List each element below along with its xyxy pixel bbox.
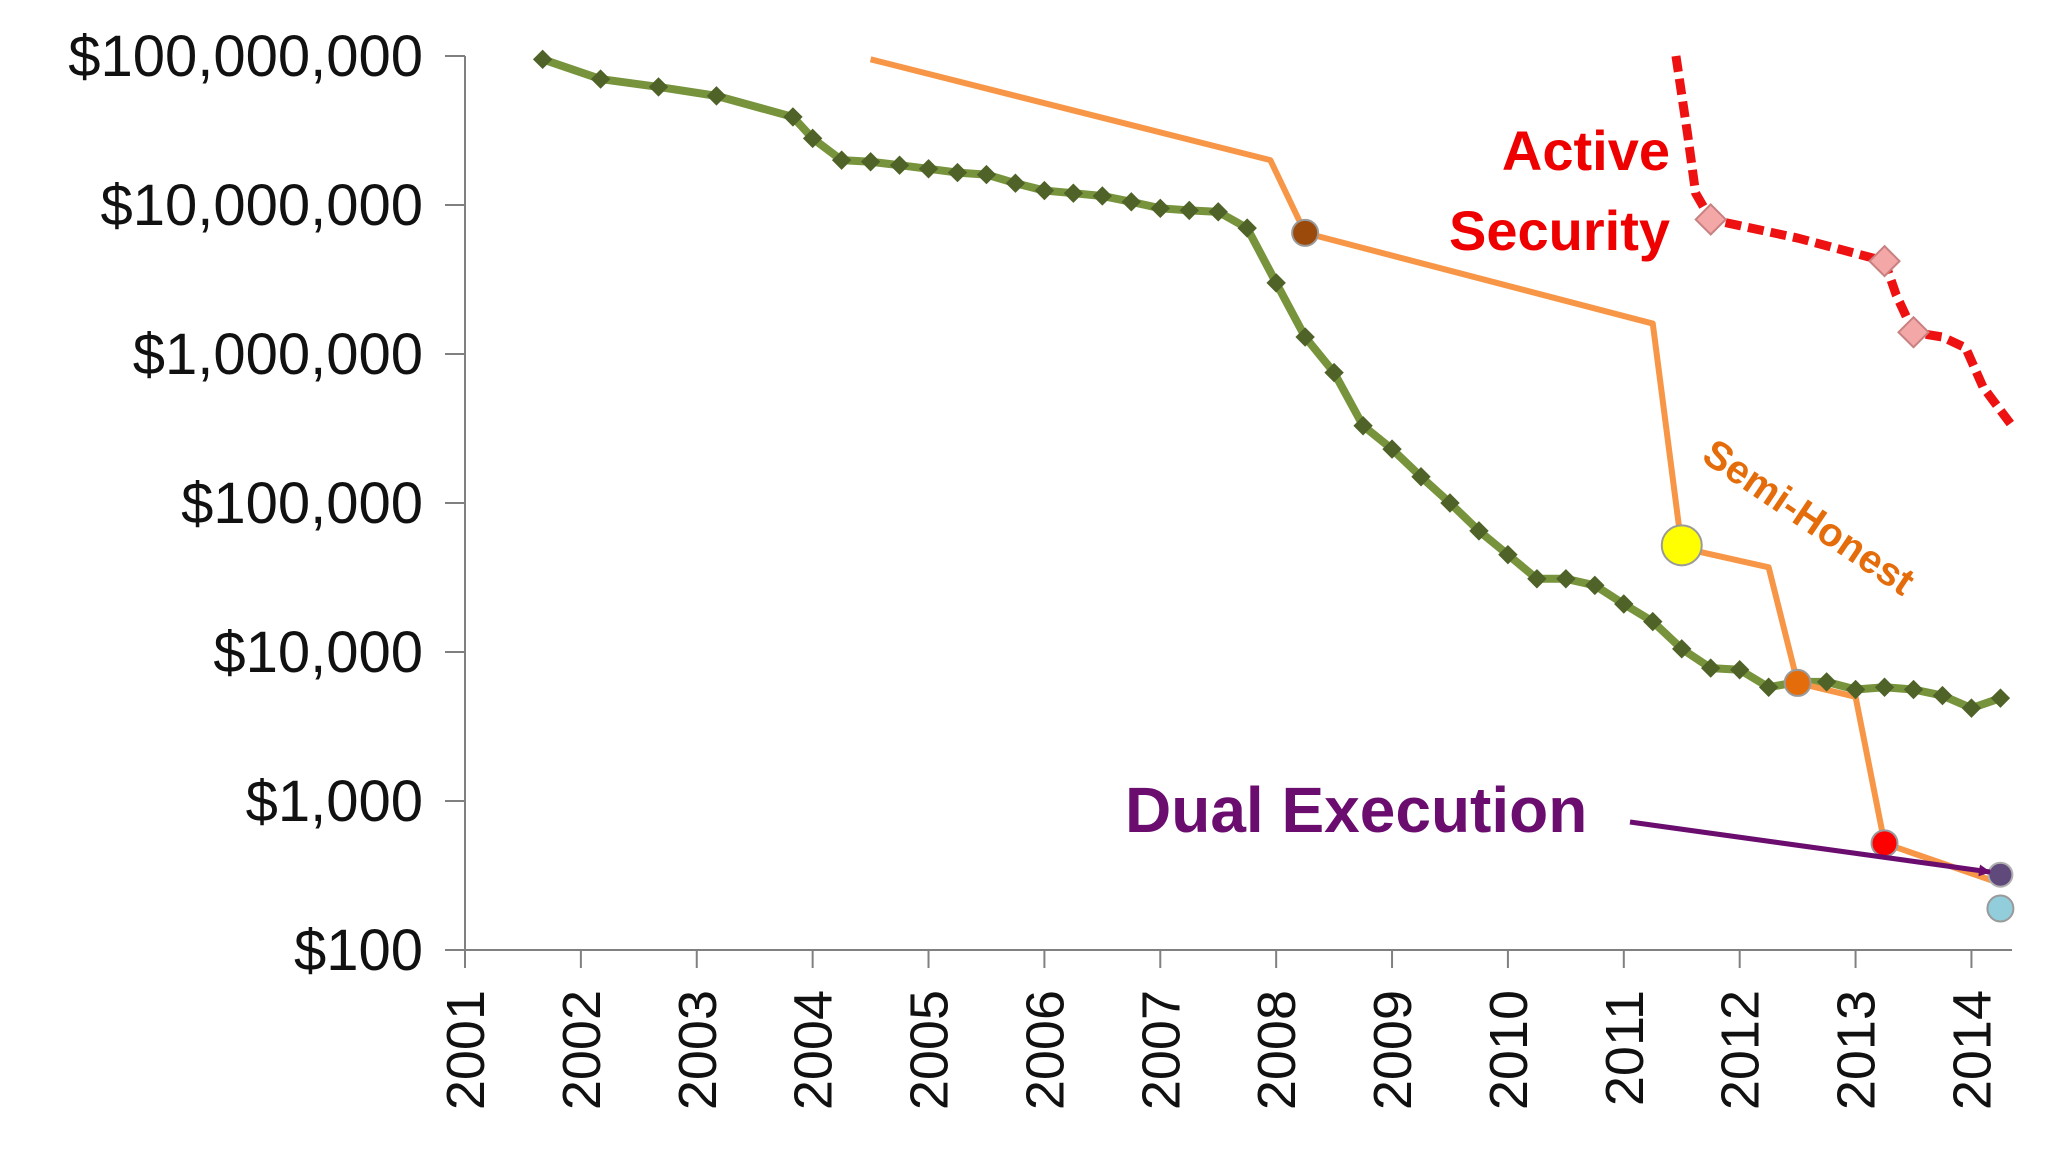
green-series-point [802,128,823,149]
green-series-point [648,77,669,97]
y-tick-label: $100,000 [181,471,423,536]
green-series-point [1585,575,1605,596]
x-tick-label: 2002 [552,990,612,1110]
active-security-series-line [1671,55,2016,429]
green-series-point [918,159,939,179]
green-series-point [1643,611,1663,632]
semi-honest-label: Semi-Honest [1695,431,1922,604]
x-tick-label: 2007 [1131,990,1191,1110]
green-series-point [1701,658,1721,678]
green-series-point [831,150,852,170]
x-tick-label: 2013 [1827,990,1887,1110]
green-series-point [1874,677,1895,697]
green-series-point [1469,521,1489,541]
green-series-point [1411,467,1431,487]
dual-execution-point [1987,861,2014,888]
semi-honest-point [1660,524,1703,567]
green-series-point [1932,685,1953,706]
green-series-point [1961,698,1982,718]
green-series-point [1208,202,1228,222]
x-tick-label: 2001 [436,990,496,1110]
green-series-point [1005,173,1026,193]
green-series-point [1324,362,1344,383]
y-tick-label: $100,000,000 [68,24,423,89]
x-tick-label: 2008 [1247,990,1307,1110]
x-tick-label: 2004 [784,990,844,1110]
dual-execution-label: Dual Execution [1125,774,1587,846]
x-tick-label: 2006 [1015,990,1075,1110]
green-series-point [1758,677,1779,697]
semi-honest-series-line [869,56,2002,887]
green-series-point [1903,679,1924,700]
green-series-point [889,155,910,175]
green-series-point [1150,198,1170,219]
x-tick-label: 2012 [1711,990,1771,1110]
x-tick-label: 2010 [1479,990,1539,1110]
green-series-point [1121,192,1142,212]
green-series-point [1063,183,1084,203]
green-series-point [1266,273,1286,293]
green-series-point [783,107,803,127]
marker-layer [532,49,2015,923]
y-tick-label: $10,000 [213,620,423,685]
semi-honest-point [1291,218,1320,247]
y-tick-label: $1,000 [246,769,423,834]
active-security-point [1868,244,1901,278]
y-tick-label: $100 [294,918,423,983]
axes: $100 $1,000 $10,000 $100,000 $1,000,000 $10,0… [68,24,2012,1110]
active-security-point [1897,315,1930,349]
active-security-label-line2: Security [1449,199,1670,262]
green-series-point [1672,639,1692,659]
green-series-point [706,86,727,106]
green-series-point [1295,327,1315,347]
green-series-point [1556,569,1576,589]
active-security-label-line1: Active [1502,119,1670,182]
green-series-point [1816,672,1837,692]
green-series-point [1498,544,1518,565]
semi-honest-point [1870,829,1899,858]
green-series-point [1845,679,1866,700]
green-series-point [1034,180,1055,201]
active-security-point [1694,203,1728,236]
green-series-point [1440,493,1460,513]
green-series-point [1527,569,1547,589]
green-series-point [590,69,611,89]
semi-honest-point [1986,894,2015,923]
y-tick-label: $1,000,000 [133,322,423,387]
green-series-point [947,162,968,183]
x-tick-label: 2003 [668,990,728,1110]
green-series-point [1990,688,2011,708]
series-layer [538,55,2016,887]
green-series-point [1237,218,1257,238]
x-tick-label: 2014 [1942,990,2002,1110]
x-tick-label: 2011 [1595,990,1655,1106]
green-series-point [1092,186,1113,206]
x-tick-label: 2009 [1363,990,1423,1110]
semi-honest-point [1783,668,1812,697]
x-tick-label: 2005 [900,990,960,1110]
y-tick-label: $10,000,000 [100,173,423,238]
dual-execution-arrow [1629,819,1991,877]
green-series-point [1179,200,1199,221]
green-series-point [532,49,553,70]
green-series-point [860,152,881,172]
green-series-point [976,164,997,185]
green-series-point [1382,439,1402,459]
green-series-point [1614,594,1634,614]
green-series-point [1729,660,1750,680]
green-series-point [1353,416,1373,436]
